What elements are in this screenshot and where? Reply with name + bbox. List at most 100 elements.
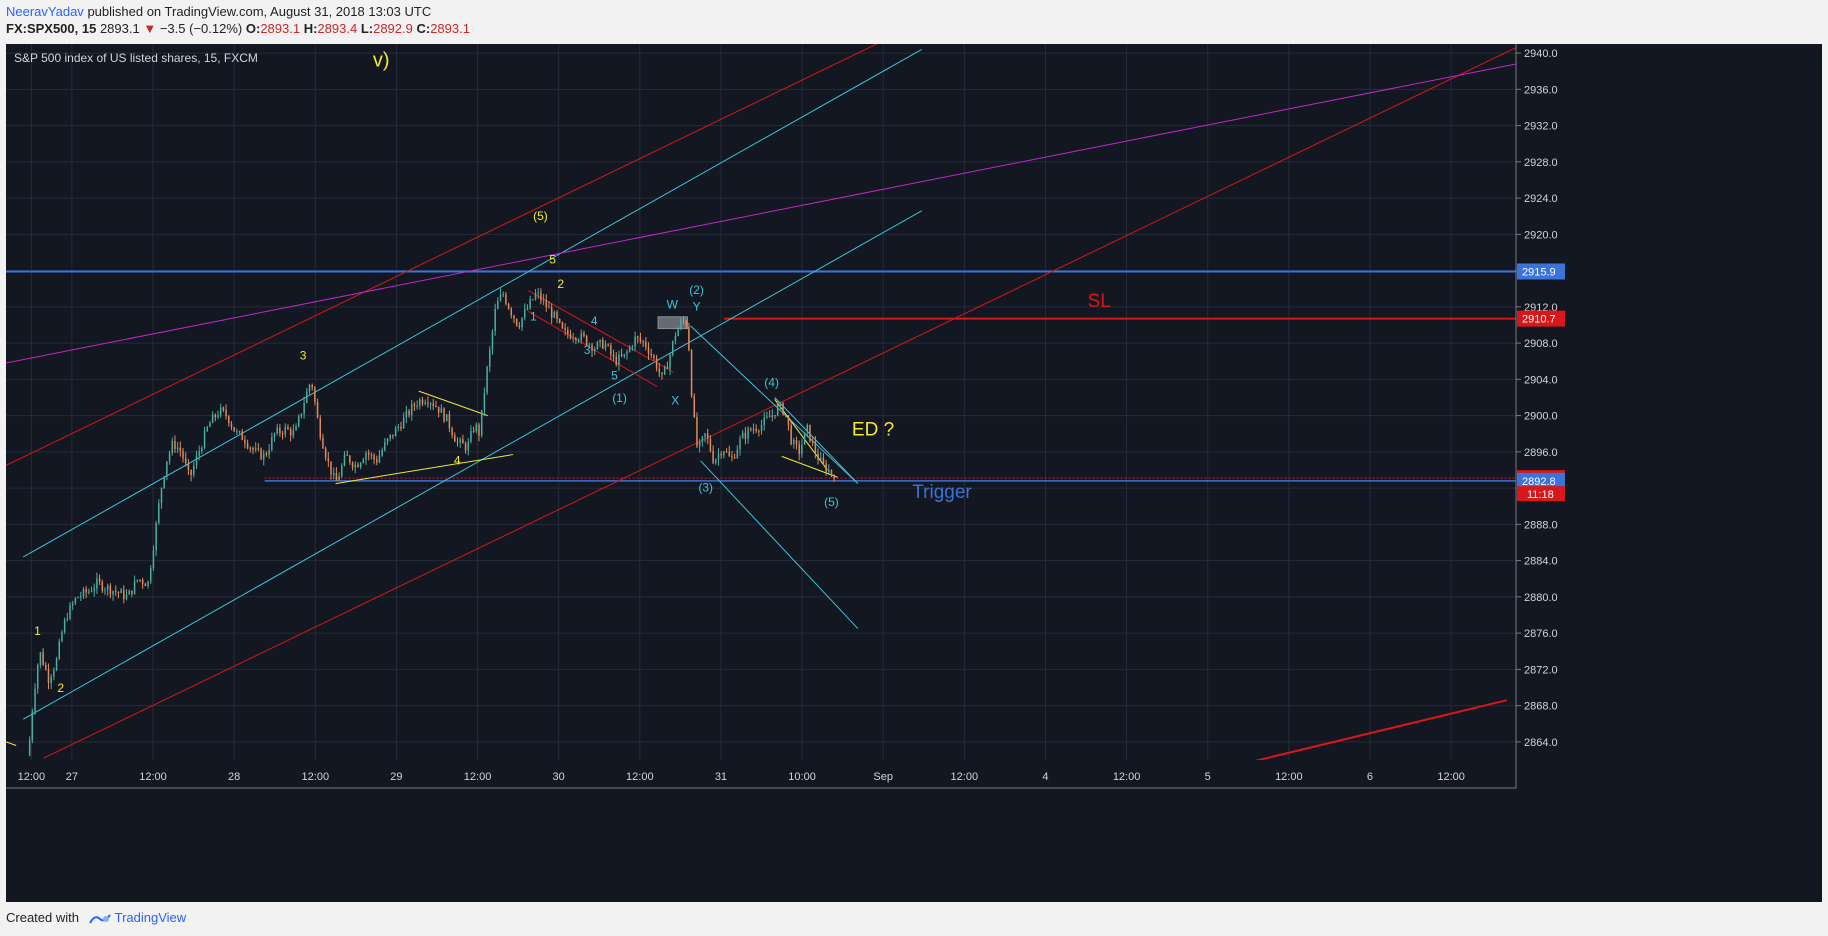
- candle-body: [354, 464, 356, 468]
- wave-label: (3): [698, 481, 713, 495]
- candle-body: [332, 472, 335, 475]
- countdown-text: 11:18: [1527, 489, 1554, 501]
- author-link[interactable]: NeeravYadav: [6, 4, 84, 19]
- candle-body: [588, 344, 591, 346]
- wave-label: W: [667, 298, 679, 312]
- candle-body: [182, 451, 184, 459]
- candle-body: [736, 449, 739, 459]
- candle-body: [542, 299, 545, 301]
- candle-body: [300, 413, 303, 417]
- candle-body: [217, 415, 219, 418]
- tradingview-link[interactable]: TradingView: [114, 910, 187, 925]
- wave-label: Trigger: [912, 482, 972, 503]
- candle-body: [419, 399, 421, 406]
- trend-line: [22, 49, 922, 558]
- candle-body: [187, 463, 190, 470]
- candle-body: [569, 334, 572, 339]
- candle-body: [139, 579, 141, 581]
- candle-body: [828, 469, 830, 473]
- candle-body: [206, 426, 208, 431]
- price-tick-label: 2900.0: [1524, 411, 1558, 423]
- candle-body: [152, 550, 155, 569]
- candle-body: [115, 590, 117, 593]
- candle-body: [642, 341, 644, 343]
- candle-body: [561, 322, 564, 329]
- candle-body: [437, 406, 440, 413]
- candle-body: [136, 579, 139, 581]
- candle-body: [755, 429, 757, 431]
- time-tick-label: 31: [715, 771, 727, 783]
- candle-body: [109, 585, 112, 595]
- price-tick-label: 2932.0: [1524, 121, 1558, 133]
- candle-body: [335, 472, 338, 481]
- price-label-box: [1517, 472, 1565, 489]
- wave-label: ED ?: [852, 420, 894, 441]
- price-tick-label: 2896.0: [1524, 447, 1558, 459]
- candle-body: [209, 422, 211, 427]
- candle-body: [663, 366, 666, 375]
- candle-body: [564, 328, 566, 331]
- candle-body: [478, 424, 480, 436]
- price-tick-label: 2936.0: [1524, 84, 1558, 96]
- candle-body: [179, 447, 182, 452]
- candle-body: [661, 372, 663, 375]
- candle-body: [677, 328, 679, 337]
- candle-body: [413, 404, 416, 406]
- candle-body: [709, 438, 712, 452]
- price-label-box: [1517, 310, 1565, 327]
- candle-body: [723, 451, 725, 456]
- candle-body: [47, 669, 50, 684]
- candle-body: [279, 427, 281, 434]
- candle-body: [758, 430, 760, 432]
- candle-body: [63, 619, 66, 632]
- candles-layer: [28, 287, 835, 757]
- wave-label: 4: [454, 454, 461, 468]
- candle-body: [168, 453, 171, 462]
- time-tick-label: Sep: [873, 771, 893, 783]
- candle-body: [384, 442, 386, 451]
- candle-body: [706, 433, 709, 439]
- candle-body: [158, 503, 160, 524]
- candle-body: [637, 336, 639, 338]
- symbol-name: FX:SPX500, 15: [6, 21, 97, 36]
- candle-body: [289, 429, 292, 436]
- trend-line: [781, 455, 838, 478]
- candle-body: [69, 605, 71, 619]
- candle-body: [515, 318, 518, 326]
- candle-body: [397, 426, 400, 428]
- candle-body: [128, 590, 130, 595]
- candle-body: [494, 308, 496, 332]
- trend-line: [6, 44, 878, 466]
- candle-body: [763, 417, 765, 425]
- time-axis-panel: [6, 760, 1822, 902]
- candle-body: [125, 594, 128, 599]
- candle-body: [715, 459, 717, 463]
- candle-body: [45, 664, 47, 670]
- high-value: 2893.4: [317, 21, 358, 36]
- candle-body: [658, 368, 661, 373]
- candle-body: [93, 588, 95, 592]
- candle-body: [803, 432, 806, 445]
- candle-body: [787, 415, 790, 426]
- candle-body: [432, 403, 435, 407]
- candle-body: [120, 589, 122, 594]
- candle-body: [176, 447, 179, 449]
- candle-body: [580, 332, 583, 341]
- trend-line: [6, 741, 17, 746]
- candle-body: [359, 462, 362, 468]
- candle-body: [626, 351, 628, 355]
- candle-body: [623, 354, 626, 357]
- candle-body: [410, 404, 413, 416]
- open-value: 2893.1: [260, 21, 301, 36]
- candle-body: [381, 450, 383, 456]
- candle-body: [480, 409, 483, 436]
- candle-body: [610, 345, 612, 355]
- time-tick-label: 30: [553, 771, 565, 783]
- candle-body: [104, 589, 106, 591]
- time-tick-label: 5: [1205, 771, 1211, 783]
- candle-body: [744, 432, 747, 439]
- time-tick-label: 28: [228, 771, 240, 783]
- candle-body: [572, 338, 574, 340]
